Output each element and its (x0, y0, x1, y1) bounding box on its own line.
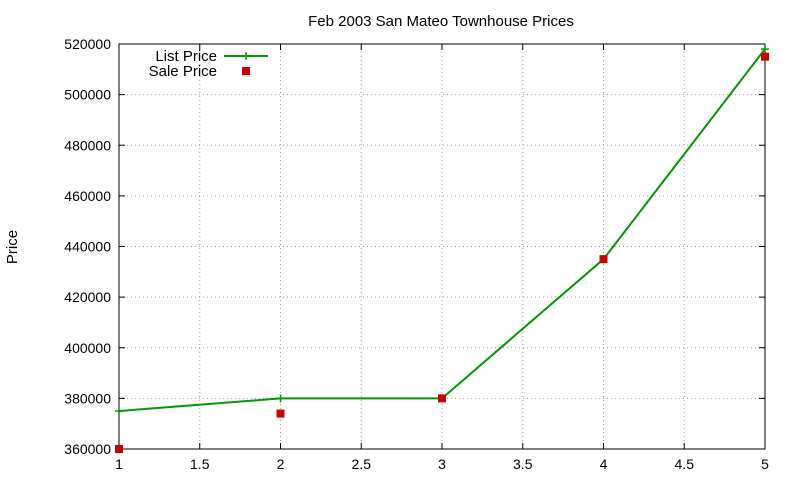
x-tick-label: 2 (277, 456, 285, 472)
legend-marker-list-price (242, 52, 250, 60)
x-tick-label: 3.5 (513, 456, 533, 472)
grid-layer (119, 44, 765, 449)
x-tick-label: 4.5 (675, 456, 695, 472)
legend-label-sale-price: Sale Price (149, 63, 217, 80)
y-tick-label: 440000 (64, 239, 111, 255)
legend: List Price Sale Price (149, 48, 268, 80)
y-tick-label: 480000 (64, 137, 111, 153)
y-tick-label: 360000 (64, 441, 111, 457)
sale-price-point (438, 394, 446, 403)
sale-price-point (599, 255, 608, 264)
x-tick-label: 4 (600, 456, 608, 472)
y-tick-label: 400000 (64, 340, 111, 356)
y-tick-label: 420000 (64, 289, 111, 305)
x-tick-label: 1 (115, 456, 123, 472)
ticks-layer: 1 1.5 2 2.5 3 3.5 4 4.5 5 360000 380000 400000 42000… (64, 36, 769, 472)
legend-label-list-price: List Price (155, 48, 217, 65)
y-tick-label: 500000 (64, 87, 111, 103)
x-tick-label: 1.5 (190, 456, 210, 472)
list-price-point (276, 394, 285, 403)
x-tick-label: 5 (761, 456, 769, 472)
series-layer (115, 45, 769, 453)
y-tick-label: 380000 (64, 390, 111, 406)
x-tick-label: 2.5 (352, 456, 372, 472)
y-tick-label: 520000 (64, 36, 111, 52)
y-tick-label: 460000 (64, 188, 111, 204)
legend-marker-sale-price (242, 67, 250, 75)
list-price-point (761, 45, 769, 54)
chart-title: Feb 2003 San Mateo Townhouse Prices (308, 13, 574, 30)
y-axis-label: Price (4, 230, 21, 264)
sale-price-point (115, 445, 123, 453)
sale-price-point (761, 52, 769, 61)
x-tick-label: 3 (438, 456, 446, 472)
sale-price-point (276, 409, 285, 418)
list-price-point (115, 407, 123, 416)
